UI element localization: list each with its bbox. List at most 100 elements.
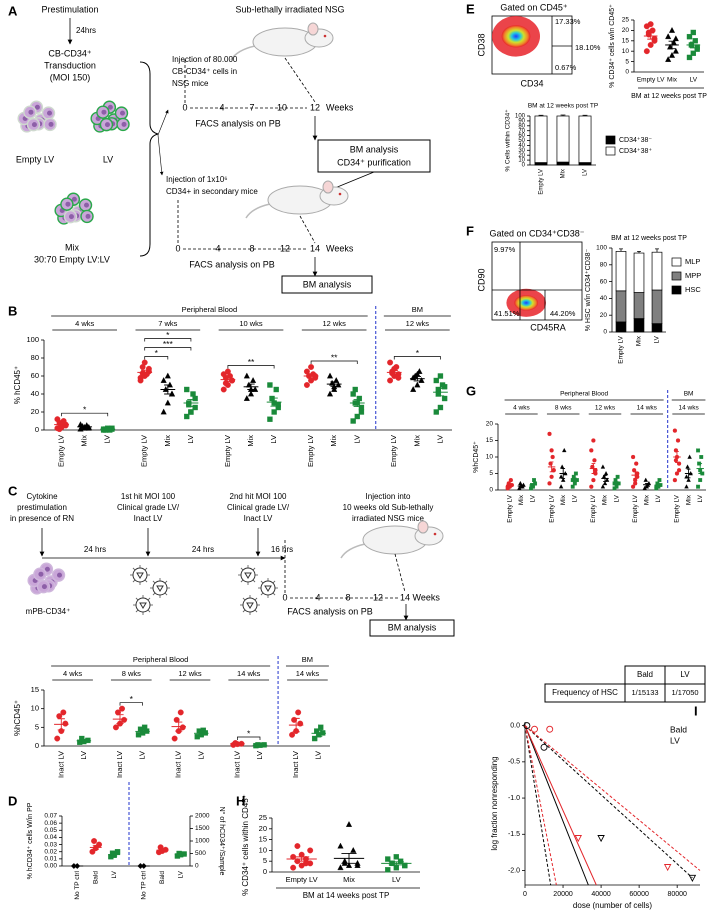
label: mPB-CD34⁺ xyxy=(26,607,71,616)
label: Weeks xyxy=(326,243,354,253)
label: Injection of 80.000 xyxy=(172,55,238,64)
bar-segment xyxy=(615,290,627,323)
data-point xyxy=(684,484,689,489)
cell-nucleus xyxy=(104,122,110,128)
virus-spike xyxy=(152,580,156,584)
y-tick-label: 0 xyxy=(35,425,39,434)
data-point xyxy=(345,862,353,868)
data-point xyxy=(523,722,531,730)
sem-bar xyxy=(138,729,147,734)
data-point xyxy=(56,426,63,433)
x-tick-label: Mix xyxy=(80,435,89,447)
line xyxy=(394,553,406,593)
sem-bar xyxy=(294,856,310,862)
sem-bar xyxy=(390,370,398,375)
data-point xyxy=(668,26,676,33)
label: 18.10% xyxy=(575,43,601,52)
y-tick-label: 0.06 xyxy=(44,820,57,827)
data-point xyxy=(508,477,513,483)
data-point xyxy=(570,484,575,489)
data-point xyxy=(647,42,654,48)
x-tick-label: LV xyxy=(269,435,278,444)
sem-bar xyxy=(549,461,554,473)
data-point xyxy=(354,413,360,420)
virus-spike xyxy=(260,580,264,584)
y-tick-label: 0 xyxy=(625,69,629,76)
cell-nucleus xyxy=(84,202,90,208)
cell-nucleus xyxy=(71,196,77,202)
virus-spike xyxy=(252,567,256,571)
bar-segment xyxy=(615,251,627,292)
mouse-eye xyxy=(323,34,327,38)
y-tick-label: 30 xyxy=(518,148,525,154)
group-label: 7 wks xyxy=(158,319,177,328)
sem-bar xyxy=(177,853,184,856)
bar-segment xyxy=(556,115,570,163)
data-point xyxy=(647,21,654,28)
virus-spike xyxy=(152,592,156,596)
significance-bracket xyxy=(61,412,109,417)
section-label: BM xyxy=(684,391,694,398)
y-tick-label: 40 xyxy=(31,389,39,398)
x-tick-label: Mix xyxy=(636,335,643,346)
data-point xyxy=(318,724,324,731)
data-point xyxy=(243,395,250,401)
cell-nucleus xyxy=(65,201,71,207)
label: LV xyxy=(103,154,113,164)
x-tick-label: Inact LV xyxy=(291,751,300,778)
x-tick-label: 60000 xyxy=(629,891,649,898)
y-tick-label: 70 xyxy=(518,128,525,134)
data-point xyxy=(696,484,701,489)
y-tick-label: 0.02 xyxy=(44,848,57,855)
data-point xyxy=(558,484,564,489)
data-point xyxy=(267,416,273,422)
sem-bar xyxy=(644,482,649,487)
data-point xyxy=(433,377,439,384)
virus-spike xyxy=(135,609,139,613)
sem-bar xyxy=(614,481,619,486)
data-point xyxy=(699,455,704,459)
cell-nucleus xyxy=(38,571,44,577)
label: 12 xyxy=(310,102,320,112)
data-point xyxy=(393,854,400,860)
y-tick-label: 0 xyxy=(489,487,493,494)
data-point xyxy=(589,484,594,489)
data-point xyxy=(176,850,182,857)
x-tick-label: No TP ctrl xyxy=(141,870,148,899)
y-tick-label: 25 xyxy=(622,17,630,24)
data-point xyxy=(573,471,578,476)
bar-segment xyxy=(534,162,548,166)
virus-core xyxy=(156,585,164,592)
sem-bar xyxy=(388,861,404,866)
section-label: BM xyxy=(412,305,423,314)
significance-bracket xyxy=(119,702,143,706)
y-tick-label: 0.01 xyxy=(44,856,57,863)
x-tick-label: Empty LV xyxy=(590,494,597,522)
sem-bar xyxy=(668,40,676,50)
sem-bar xyxy=(531,483,535,487)
line xyxy=(157,109,169,136)
y-tick-label: 5 xyxy=(263,856,267,865)
data-point xyxy=(547,431,552,437)
data-point xyxy=(668,51,676,58)
x-tick-label: LV xyxy=(196,751,205,760)
data-point xyxy=(688,874,697,883)
sem-bar xyxy=(80,425,89,428)
x-tick-label: LV xyxy=(435,435,444,444)
label: FACS analysis on PB xyxy=(287,606,373,616)
x-tick-label: 20000 xyxy=(553,891,573,898)
data-point xyxy=(243,372,250,379)
bar-segment xyxy=(556,161,570,166)
error-bar xyxy=(655,248,659,253)
x-tick-label: Empty LV xyxy=(539,169,545,195)
y-tick-label: 90 xyxy=(518,118,525,124)
bar-segment xyxy=(578,162,592,166)
data-point xyxy=(290,864,297,871)
data-point xyxy=(574,835,583,843)
x-tick-label: Inact LV xyxy=(115,751,124,778)
sem-bar xyxy=(698,463,703,474)
data-point xyxy=(358,409,365,415)
sem-bar xyxy=(603,475,607,482)
x-tick-label: Empty LV xyxy=(674,494,681,522)
data-point xyxy=(687,454,692,459)
